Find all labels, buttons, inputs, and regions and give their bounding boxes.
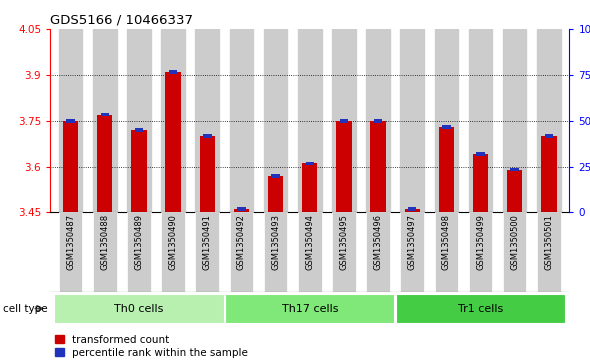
Bar [131, 130, 147, 212]
Bar [439, 127, 454, 212]
Text: GSM1350490: GSM1350490 [169, 214, 178, 270]
Bar [302, 163, 317, 212]
Bar [199, 136, 215, 212]
Bar [63, 121, 78, 212]
Text: GSM1350496: GSM1350496 [373, 214, 382, 270]
Bar [537, 212, 560, 292]
Bar [67, 119, 75, 123]
Bar [396, 294, 565, 323]
Bar [469, 212, 492, 292]
Bar [264, 29, 287, 212]
Bar [93, 212, 117, 292]
Bar [97, 115, 113, 212]
Bar [405, 209, 420, 212]
Text: Th0 cells: Th0 cells [114, 303, 163, 314]
Bar [507, 170, 522, 212]
Bar [366, 212, 390, 292]
Text: GSM1350494: GSM1350494 [305, 214, 314, 270]
Bar [371, 121, 386, 212]
Bar [469, 29, 492, 212]
Bar [473, 154, 489, 212]
Bar [271, 174, 280, 178]
Bar [442, 125, 451, 129]
Text: GSM1350500: GSM1350500 [510, 214, 519, 270]
Bar [195, 29, 219, 212]
Bar [54, 294, 224, 323]
Bar [366, 29, 390, 212]
Bar [340, 119, 348, 123]
Bar [165, 72, 181, 212]
Text: GSM1350495: GSM1350495 [339, 214, 349, 270]
Bar [408, 208, 417, 211]
Bar [435, 29, 458, 212]
Bar [135, 128, 143, 132]
Text: GSM1350491: GSM1350491 [203, 214, 212, 270]
Bar [336, 121, 352, 212]
Bar [545, 134, 553, 138]
Bar [537, 29, 560, 212]
Bar [541, 136, 556, 212]
Bar [503, 29, 526, 212]
Text: GSM1350501: GSM1350501 [545, 214, 553, 270]
Bar [59, 29, 83, 212]
Text: GSM1350488: GSM1350488 [100, 214, 109, 270]
Bar [225, 294, 395, 323]
Bar [332, 29, 356, 212]
Legend: transformed count, percentile rank within the sample: transformed count, percentile rank withi… [55, 335, 248, 358]
Text: Tr1 cells: Tr1 cells [458, 303, 503, 314]
Bar [510, 168, 519, 171]
Text: GSM1350497: GSM1350497 [408, 214, 417, 270]
Bar [161, 29, 185, 212]
Bar [59, 212, 83, 292]
Bar [401, 212, 424, 292]
Bar [306, 162, 314, 165]
Bar [169, 70, 178, 74]
Bar [476, 152, 485, 156]
Bar [264, 212, 287, 292]
Bar [401, 29, 424, 212]
Bar [298, 212, 322, 292]
Bar [298, 29, 322, 212]
Bar [203, 134, 211, 138]
Text: cell type: cell type [3, 303, 48, 314]
Bar [230, 29, 253, 212]
Text: GSM1350499: GSM1350499 [476, 214, 485, 270]
Bar [161, 212, 185, 292]
Bar [93, 29, 117, 212]
Bar [100, 113, 109, 117]
Text: GSM1350498: GSM1350498 [442, 214, 451, 270]
Bar [195, 212, 219, 292]
Text: GDS5166 / 10466337: GDS5166 / 10466337 [50, 13, 193, 26]
Bar [268, 176, 283, 212]
Bar [127, 29, 151, 212]
Bar [230, 212, 253, 292]
Text: Th17 cells: Th17 cells [281, 303, 338, 314]
Bar [503, 212, 526, 292]
Bar [435, 212, 458, 292]
Text: GSM1350487: GSM1350487 [66, 214, 75, 270]
Text: GSM1350489: GSM1350489 [135, 214, 143, 270]
Text: GSM1350493: GSM1350493 [271, 214, 280, 270]
Bar [332, 212, 356, 292]
Bar [234, 209, 249, 212]
Bar [374, 119, 382, 123]
Bar [127, 212, 151, 292]
Text: GSM1350492: GSM1350492 [237, 214, 246, 270]
Bar [237, 208, 245, 211]
